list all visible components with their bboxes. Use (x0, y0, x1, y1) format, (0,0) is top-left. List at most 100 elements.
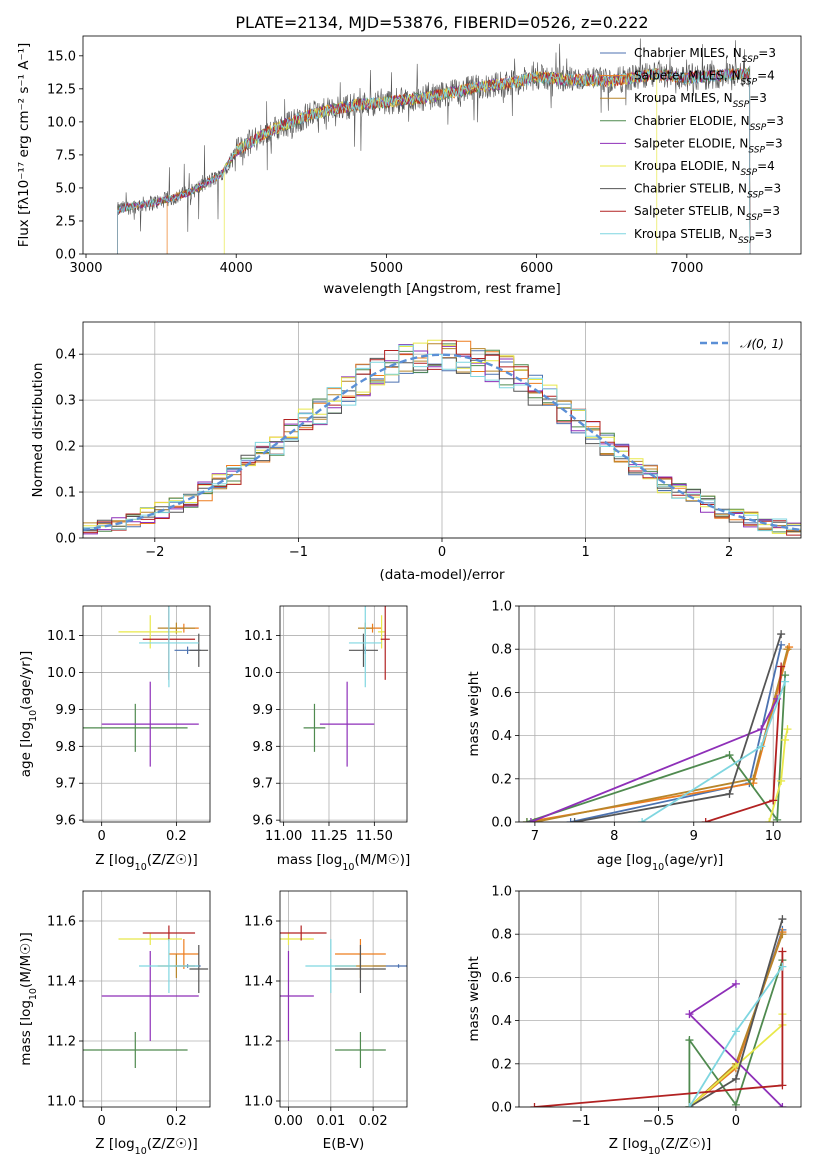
axes-frame (518, 890, 802, 1108)
x-tick-label: −1 (571, 1114, 590, 1129)
weight-marker-series-1 (566, 818, 575, 822)
weight-line-series-8 (705, 666, 782, 822)
y-tick-label: 1.0 (491, 600, 512, 615)
grid-lines (519, 605, 801, 823)
weight-marker-series-9 (757, 742, 766, 751)
y-axis-label-main: mass [log (18, 1000, 34, 1066)
x-axis-label: mass [log10(M/M☉)] (277, 852, 410, 873)
spectrum-line-series-8 (117, 66, 751, 254)
weight-marker-series-7 (731, 1074, 740, 1083)
x-axis-label-main: mass [log (277, 852, 343, 868)
y-tick-label: 0.0 (491, 1101, 512, 1116)
legend-label-sub: SSP (750, 123, 767, 133)
x-axis-label: Z [log10(Z/Z☉)] (95, 852, 197, 873)
plot-area (83, 339, 801, 537)
x-tick-label: 5000 (370, 261, 403, 276)
weight-marker-series-6 (731, 1061, 740, 1070)
legend-label-main: Salpeter ELODIE, N (634, 136, 748, 150)
legend-label-tail: =3 (754, 227, 772, 241)
y-tick-label: 0.6 (491, 971, 512, 986)
y-tick-label: 11.2 (244, 1035, 273, 1050)
x-axis-label: E(B-V) (323, 1136, 365, 1152)
legend-label-series-8: Salpeter STELIB, NSSP=3 (634, 204, 780, 223)
y-tick-label: 0.4 (491, 1014, 512, 1029)
y-tick-label: 2.5 (55, 214, 76, 229)
y-tick-label: 11.2 (47, 1035, 76, 1050)
plot-area (280, 925, 407, 1068)
grid-lines (83, 891, 210, 1107)
legend-label-main: Chabrier MILES, N (634, 46, 742, 60)
x-axis-label-sub: 10 (135, 862, 147, 873)
x-tick-label: 4000 (220, 261, 253, 276)
y-tick-label: 0.0 (491, 816, 512, 831)
legend-label-sub: SSP (746, 213, 763, 223)
weight-marker-series-7 (725, 789, 734, 798)
y-tick-label: 11.4 (47, 975, 76, 990)
y-tick-label: 11.0 (244, 1095, 273, 1110)
y-tick-label: 11.4 (244, 975, 273, 990)
weight-marker-series-7 (570, 818, 579, 822)
weight-marker-series-5 (778, 1103, 787, 1107)
y-tick-label: 0.6 (491, 686, 512, 701)
x-tick-label: 3000 (69, 261, 102, 276)
y-tick-label: 0.4 (491, 729, 512, 744)
legend-label-sub: SSP (747, 191, 764, 201)
y-tick-label: 11.6 (47, 915, 76, 930)
x-tick-label: 2 (725, 545, 733, 560)
plot-area (522, 630, 794, 822)
x-axis-label-sub: 10 (648, 1146, 660, 1157)
weight-marker-series-5 (757, 725, 766, 734)
weight-marker-series-3 (749, 774, 758, 783)
mass-vs-extinction-panel: 0.00 0.01 0.02 11.0 11.2 11.4 11.6 E(B-V) (244, 890, 408, 1152)
legend-label-series-4: Chabrier ELODIE, NSSP=3 (634, 114, 784, 133)
x-tick-label: 0 (98, 829, 106, 844)
x-axis-label-main: Z [log (95, 1136, 134, 1152)
axis-ticks: −1 −0.5 0 0.0 0.2 0.4 0.6 0.8 1.0 Z [log10(Z/Z☉)]… (466, 885, 740, 1157)
axes-frame (82, 35, 802, 255)
y-tick-label: 0.8 (491, 928, 512, 943)
x-tick-label: 0.01 (316, 1114, 345, 1129)
x-tick-label: 8 (610, 829, 618, 844)
legend-label-series-1: Chabrier MILES, NSSP=3 (634, 46, 776, 65)
x-tick-label: 11.00 (265, 829, 302, 844)
legend-label-series-7: Chabrier STELIB, NSSP=3 (634, 182, 781, 201)
weight-marker-series-8 (701, 818, 710, 822)
y-tick-label: 9.6 (55, 814, 76, 829)
weight-marker-series-7 (777, 630, 786, 639)
legend-label-sub: SSP (741, 78, 758, 88)
legend-label-main: Salpeter MILES, N (634, 69, 741, 83)
x-tick-label: 0 (732, 1114, 740, 1129)
y-tick-label: 9.7 (55, 777, 76, 792)
x-axis-label-main: Z [log (95, 852, 134, 868)
y-axis-label-sub: 10 (28, 710, 39, 722)
x-axis-label-tail: (Z/Z☉)] (147, 1136, 198, 1152)
axes-frame (82, 890, 211, 1108)
mass-weight-vs-metallicity-panel: −1 −0.5 0 0.0 0.2 0.4 0.6 0.8 1.0 Z [log10(Z/Z☉)]… (466, 885, 802, 1157)
legend-label-main: Chabrier STELIB, N (634, 182, 747, 196)
histogram-steps-series-9 (83, 344, 801, 537)
legend-label-sub: SSP (741, 168, 758, 178)
x-axis-label: Z [log10(Z/Z☉)] (609, 1136, 711, 1157)
weight-marker-series-9 (731, 1027, 740, 1036)
axis-ticks: 11.00 11.25 11.50 9.6 9.7 9.8 9.9 10.0 10.1 mass … (244, 629, 410, 872)
y-tick-label: 0.2 (491, 1057, 512, 1072)
residual-histogram-panel: −2 −1 0 1 2 0.0 0.1 0.2 0.3 0.4 (data-model)/error… (30, 321, 802, 583)
axis-ticks: 0 0.211.011.211.411.6Z [log10(Z/Z☉)]mass … (18, 915, 198, 1157)
weight-marker-series-6 (783, 725, 792, 734)
x-tick-label: −1 (289, 545, 308, 560)
legend-label-tail: =3 (749, 91, 767, 105)
x-axis-label-sub: 10 (652, 862, 664, 873)
x-tick-label: −0.5 (643, 1114, 675, 1129)
weight-marker-series-6 (765, 818, 774, 822)
legend-label-tail: =3 (758, 46, 776, 60)
y-axis-label: Normed distribution (30, 363, 46, 498)
y-tick-label: 9.9 (252, 703, 273, 718)
y-tick-label: 12.5 (47, 82, 76, 97)
y-tick-label: 0.0 (55, 532, 76, 547)
y-tick-label: 0.2 (491, 772, 512, 787)
weight-marker-series-4 (773, 815, 782, 822)
legend-label-sub: SSP (742, 55, 759, 65)
